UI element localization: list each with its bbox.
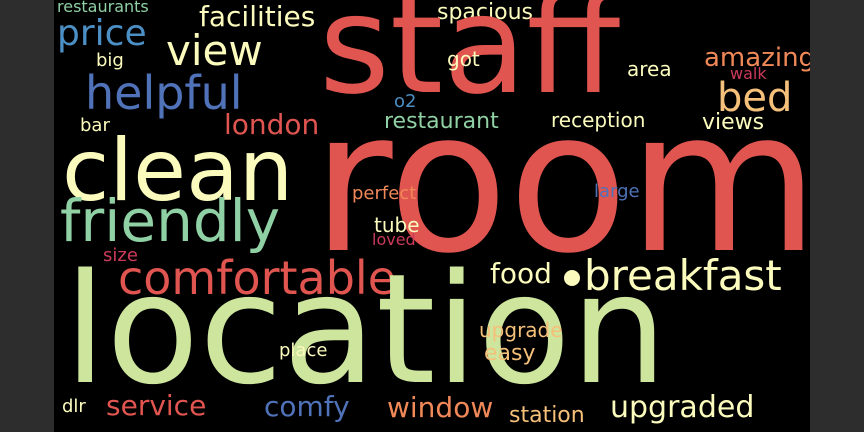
word-price: price — [57, 13, 147, 54]
bullet-dot — [564, 270, 580, 286]
word-o2: o2 — [394, 91, 417, 112]
word-reception: reception — [551, 108, 646, 132]
word-easy: easy — [484, 341, 536, 366]
word-large: large — [594, 181, 640, 202]
word-staff: staff — [319, 0, 621, 125]
word-views: views — [702, 110, 765, 135]
word-tube: tube — [374, 213, 420, 237]
word-window: window — [387, 391, 494, 424]
word-bar: bar — [80, 115, 110, 136]
word-restaurant: restaurant — [384, 109, 499, 134]
word-room: room — [312, 69, 810, 297]
word-helpful: helpful — [85, 66, 243, 120]
word-walk: walk — [730, 64, 767, 83]
word-loved: loved — [372, 230, 416, 249]
word-breakfast: breakfast — [584, 251, 782, 300]
word-amazing: amazing — [704, 43, 810, 73]
word-comfy: comfy — [264, 390, 350, 423]
word-london: london — [224, 108, 320, 141]
word-friendly: friendly — [60, 187, 281, 255]
word-restaurants: restaurants — [57, 0, 149, 16]
word-cloud: restaurants facilities spacious price vi… — [54, 0, 810, 432]
word-service: service — [106, 389, 207, 422]
word-spacious: spacious — [437, 0, 533, 25]
word-comfortable: comfortable — [118, 251, 396, 305]
word-perfect: perfect — [352, 183, 417, 204]
word-facilities: facilities — [199, 0, 316, 33]
word-big: big — [96, 50, 124, 71]
word-upgraded: upgraded — [610, 390, 755, 425]
word-dlr: dlr — [62, 396, 86, 417]
word-upgrade: upgrade — [479, 318, 563, 342]
word-station: station — [509, 403, 585, 428]
word-clean: clean — [62, 121, 294, 221]
word-view: view — [166, 26, 263, 75]
word-size: size — [103, 245, 138, 266]
word-location: location — [64, 241, 668, 418]
word-place: place — [279, 340, 328, 361]
word-food: food — [490, 257, 552, 290]
word-area: area — [627, 57, 672, 81]
word-bed: bed — [717, 75, 793, 121]
word-got: got — [447, 47, 480, 71]
